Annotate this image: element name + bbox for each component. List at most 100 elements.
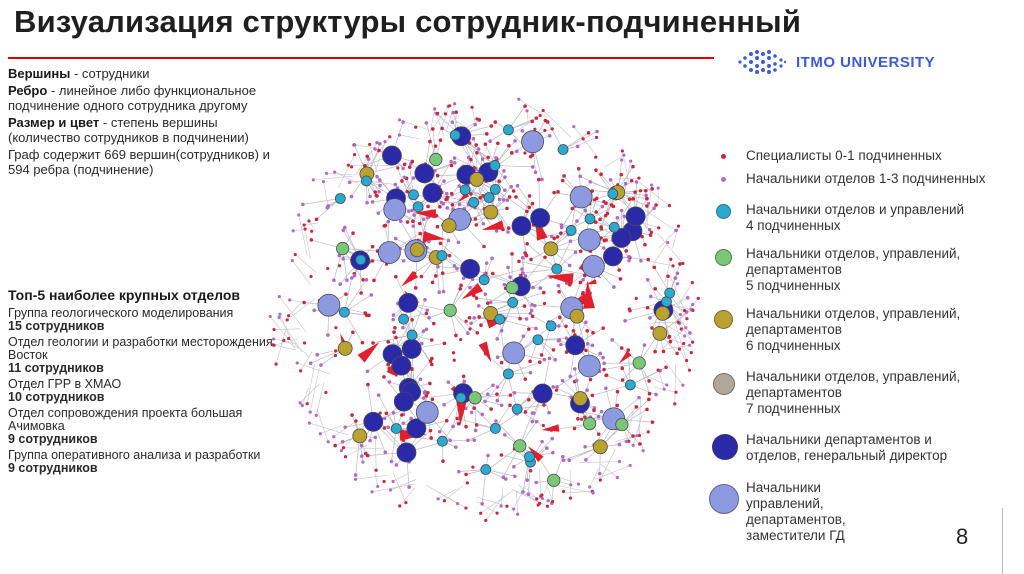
department-count: 15 сотрудников xyxy=(8,319,105,333)
graph-node xyxy=(412,213,416,217)
graph-node xyxy=(426,204,430,209)
graph-node xyxy=(551,348,556,352)
graph-edge xyxy=(309,422,349,436)
graph-edge xyxy=(579,461,620,463)
graph-node xyxy=(393,326,397,330)
graph-edge xyxy=(539,469,542,497)
graph-node xyxy=(308,361,313,366)
graph-node xyxy=(272,337,276,341)
graph-hub-node xyxy=(569,185,593,209)
graph-node xyxy=(529,257,533,262)
graph-arrow xyxy=(481,220,505,231)
graph-node xyxy=(298,401,302,405)
graph-node xyxy=(490,271,495,276)
slide-title: Визуализация структуры сотрудник-подчине… xyxy=(14,4,802,39)
graph-node xyxy=(685,295,690,300)
graph-node xyxy=(682,341,686,346)
graph-node xyxy=(407,485,411,489)
graph-hub-node xyxy=(317,293,341,317)
graph-node xyxy=(311,178,315,182)
graph-node xyxy=(382,479,386,484)
graph-node xyxy=(586,131,591,135)
graph-node xyxy=(580,417,584,421)
graph-edge xyxy=(639,397,641,436)
graph-node xyxy=(386,362,390,367)
graph-node xyxy=(429,436,433,440)
graph-node xyxy=(486,301,490,306)
graph-node xyxy=(530,411,535,415)
graph-node xyxy=(676,224,681,228)
graph-node xyxy=(467,315,472,320)
graph-hub-node xyxy=(632,356,646,370)
edge-term: Ребро xyxy=(8,83,48,98)
graph-edge xyxy=(390,479,417,491)
graph-edge xyxy=(600,193,614,228)
graph-hub-node xyxy=(408,189,419,201)
graph-edge xyxy=(499,318,537,329)
graph-hub-node xyxy=(511,216,532,236)
graph-node xyxy=(424,327,429,332)
graph-edge xyxy=(344,279,367,313)
graph-node xyxy=(583,415,587,419)
graph-node xyxy=(404,500,408,505)
graph-node xyxy=(634,180,639,184)
graph-edge xyxy=(546,484,553,502)
graph-node xyxy=(485,392,490,396)
graph-node xyxy=(584,348,588,353)
graph-arrow xyxy=(400,271,419,287)
graph-node xyxy=(406,209,411,213)
graph-node xyxy=(417,221,422,226)
graph-node xyxy=(691,302,695,307)
graph-edge xyxy=(511,488,548,507)
graph-edge xyxy=(638,428,644,451)
graph-edge xyxy=(481,469,487,504)
graph-node xyxy=(424,121,429,125)
graph-node xyxy=(551,385,555,389)
graph-node xyxy=(654,203,658,207)
graph-node xyxy=(668,339,673,344)
graph-node xyxy=(527,194,532,198)
graph-node xyxy=(451,351,456,355)
graph-node xyxy=(545,120,550,124)
graph-edge xyxy=(516,491,518,515)
graph-node xyxy=(486,453,490,458)
graph-node xyxy=(469,410,474,415)
graph-hub-node xyxy=(608,221,620,233)
graph-node xyxy=(350,413,354,417)
graph-hub-node xyxy=(337,340,353,356)
graph-node xyxy=(648,294,653,299)
graph-node xyxy=(534,419,539,424)
graph-node xyxy=(526,327,531,331)
graph-node xyxy=(585,328,590,333)
graph-edge xyxy=(526,488,537,500)
graph-node xyxy=(422,391,427,395)
graph-node xyxy=(361,460,365,464)
graph-node xyxy=(464,319,468,323)
graph-node xyxy=(575,219,579,223)
graph-hub-node xyxy=(422,183,443,203)
graph-node xyxy=(656,186,660,190)
graph-node xyxy=(482,244,486,249)
graph-node xyxy=(627,307,631,311)
graph-node xyxy=(413,286,418,290)
graph-node xyxy=(645,196,649,201)
graph-node xyxy=(303,227,307,231)
legend-marker xyxy=(716,204,731,219)
graph-node xyxy=(505,198,510,203)
legend-label: Начальники отделов, управлений, департам… xyxy=(746,246,961,293)
graph-hub-node xyxy=(494,313,506,325)
graph-node xyxy=(493,120,498,124)
graph-node xyxy=(440,126,444,131)
graph-node xyxy=(374,468,378,472)
graph-node xyxy=(499,504,503,508)
graph-node xyxy=(378,183,382,188)
graph-node xyxy=(353,473,358,477)
graph-node xyxy=(499,360,504,365)
graph-node xyxy=(314,413,318,417)
graph-edge xyxy=(522,268,557,274)
edge-definition: Ребро - линейное либо функциональное под… xyxy=(8,83,273,113)
graph-node xyxy=(622,214,627,219)
graph-node xyxy=(645,407,649,412)
graph-node xyxy=(475,117,479,121)
